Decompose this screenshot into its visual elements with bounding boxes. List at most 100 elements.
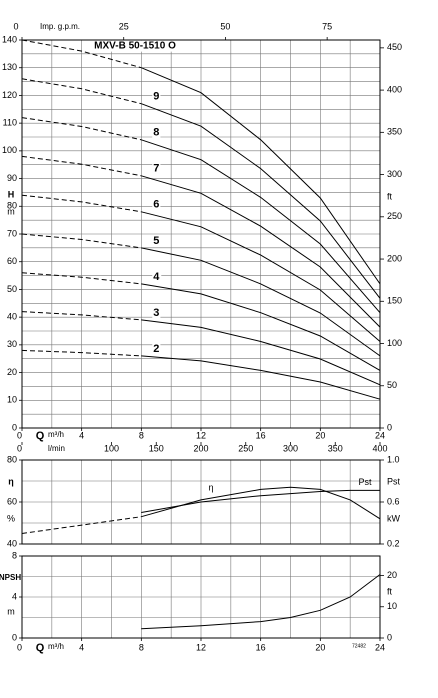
x-tick-label: 4 [79,430,84,440]
y2-axis-unit: kW [387,513,401,523]
y2-tick-label: 10 [387,601,397,611]
y-tick-label: 30 [7,339,17,349]
y-tick-label: 90 [7,173,17,183]
curve [141,247,381,357]
y2-tick-label: 150 [387,296,402,306]
y-axis-unit: m [7,606,15,616]
x-tick-label: 24 [375,430,385,440]
x3-tick-label: 75 [322,21,332,31]
y-tick-label: 10 [7,395,17,405]
y2-tick-label: 450 [387,42,402,52]
title-background [92,40,179,52]
series-label: 2 [153,343,159,355]
y2-tick-label: 0 [387,632,392,642]
curve [141,139,381,314]
label-background [152,126,161,139]
x2-axis-label: l/min [48,444,65,453]
y-axis-unit: % [7,513,15,523]
curve [141,283,381,371]
y-tick-label: 4 [12,591,17,601]
y2-tick-label: 200 [387,253,402,263]
curve-dashed [21,311,142,321]
series-label: 7 [153,163,159,175]
x-tick-label: 16 [256,430,266,440]
y2-tick-label: 0 [387,422,392,432]
x-tick-label: 0 [17,642,22,652]
y-tick-label: 140 [2,34,17,44]
y2-tick-label: 400 [387,84,402,94]
y-axis-label: NPSH [0,573,21,582]
x2-tick-label: 150 [149,443,164,453]
y2-tick-label: 0.2 [387,538,400,548]
chart-title: MXV-B 50-1510 O [94,41,176,52]
curve-dashed [21,155,142,177]
y-tick-label: 0 [12,632,17,642]
x-tick-label: 16 [256,642,266,652]
y2-tick-label: 100 [387,338,402,348]
y-axis-label: H [8,189,15,199]
label-background [152,162,161,175]
y2-tick-label: 300 [387,169,402,179]
curve-dashed [21,78,142,105]
x-axis-unit: m³/h [48,642,64,651]
curve [141,103,381,299]
label-background [152,270,162,283]
x-tick-label: 0 [17,430,22,440]
series-label: Pst [358,477,372,487]
curve-dashed [21,39,142,69]
x3-tick-label: 25 [119,21,129,31]
curve-dashed [21,272,142,285]
y-tick-label: 70 [7,228,17,238]
x2-tick-label: 100 [104,443,119,453]
x-tick-label: 8 [139,642,144,652]
label-background [152,198,161,211]
x-tick-label: 12 [196,642,206,652]
x2-tick-label: 250 [238,443,253,453]
x2-tick-label: 400 [372,443,387,453]
x-axis-label: Q [36,642,45,654]
series-label: η [208,482,213,492]
chart-code: 72482 [352,643,366,649]
y-tick-label: 0 [12,422,17,432]
x3-axis-label: Imp. g.p.m. [40,22,80,31]
curve [141,67,381,285]
x3-tick-label: 0 [13,21,18,31]
x-axis-label: Q [36,430,45,442]
y-tick-label: 80 [7,201,17,211]
y2-axis-label: Pst [387,476,401,486]
x-tick-label: 12 [196,430,206,440]
series-label: 5 [153,235,159,247]
x2-tick-label: 300 [283,443,298,453]
label-background [152,342,161,355]
series-label: 4 [153,271,160,283]
curve [141,574,381,630]
curve-dashed [21,194,142,213]
y-tick-label: 40 [7,312,17,322]
x2-tick-label: 200 [193,443,208,453]
y2-tick-label: 250 [387,211,402,221]
curve [141,319,381,386]
label-background [152,234,161,247]
curve-dashed [21,233,142,249]
x-tick-label: 20 [315,430,325,440]
y-tick-label: 40 [7,538,17,548]
series-label: 6 [153,199,159,211]
label-background [152,306,161,319]
y-tick-label: 100 [2,145,17,155]
curve-dashed [21,117,142,141]
y-axis-unit: m [7,206,15,216]
y2-tick-label: 350 [387,127,402,137]
y2-tick-label: 20 [387,570,397,580]
x-tick-label: 24 [375,642,385,652]
y-tick-label: 60 [7,496,17,506]
y-tick-label: 20 [7,367,17,377]
y2-axis-label: ft [387,586,393,596]
y2-axis-label: ft [387,191,393,201]
series-label: 9 [153,91,159,103]
curve [141,355,381,400]
curve [141,489,380,513]
x-tick-label: 4 [79,642,84,652]
x3-tick-label: 50 [220,21,230,31]
x-tick-label: 20 [315,642,325,652]
